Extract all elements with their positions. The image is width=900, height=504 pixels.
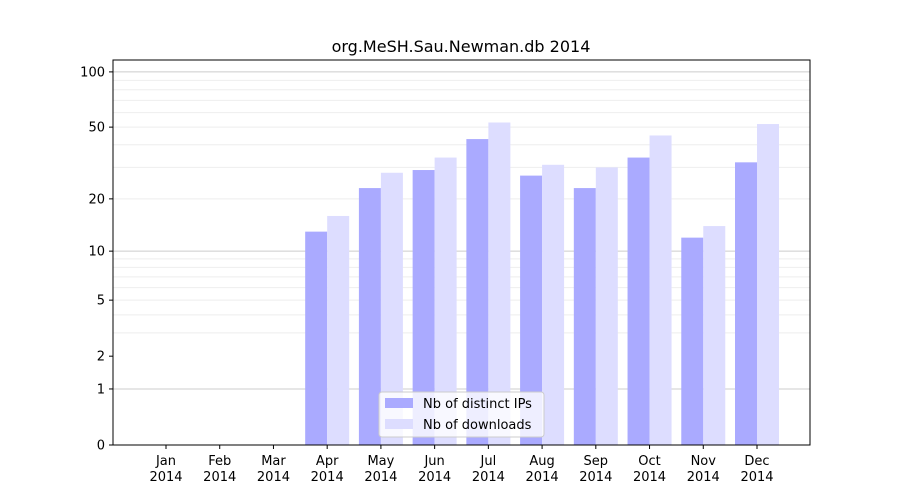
bar-downloads	[542, 164, 565, 445]
x-tick-label: 2014	[633, 470, 666, 485]
bar-distinct-ips	[466, 139, 489, 446]
x-tick-label: May	[367, 454, 394, 469]
legend-swatch	[385, 398, 413, 408]
x-tick-label: Mar	[261, 454, 286, 469]
bars	[305, 122, 779, 446]
y-tick-label: 20	[88, 192, 105, 207]
bar-distinct-ips	[358, 188, 381, 445]
legend: Nb of distinct IPs Nb of downloads	[378, 391, 545, 438]
bar-downloads	[703, 226, 726, 445]
grid	[113, 71, 810, 390]
bar-distinct-ips	[305, 231, 328, 445]
x-tick-label: Jan	[155, 454, 176, 469]
bar-distinct-ips	[735, 162, 757, 445]
bar-downloads	[327, 215, 350, 445]
legend-label: Nb of downloads	[423, 418, 532, 433]
x-tick-label: Oct	[638, 454, 660, 469]
y-tick-label: 1	[97, 382, 105, 397]
plot-frame	[112, 59, 811, 446]
x-tick-label: Aug	[529, 454, 554, 469]
bar-distinct-ips	[520, 175, 543, 445]
bar-distinct-ips	[573, 188, 596, 445]
y-tick-label: 2	[97, 350, 105, 365]
x-tick-label: 2014	[364, 470, 397, 485]
y-axis: 0 1 2 5 10 20 50 100	[80, 65, 113, 454]
bar-distinct-ips	[412, 170, 435, 445]
x-tick-label: 2014	[579, 470, 612, 485]
bar-downloads	[434, 157, 457, 446]
x-axis: Jan2014Feb2014Mar2014Apr2014May2014Jun20…	[149, 445, 774, 485]
x-tick-label: Feb	[208, 454, 231, 469]
bar-distinct-ips	[627, 157, 650, 446]
x-tick-label: Jul	[480, 454, 497, 469]
x-tick-label: 2014	[203, 470, 236, 485]
bar-downloads	[757, 124, 779, 445]
x-tick-label: Nov	[691, 454, 717, 469]
legend-label: Nb of distinct IPs	[423, 397, 532, 412]
x-tick-label: Dec	[744, 454, 769, 469]
x-tick-label: 2014	[472, 470, 505, 485]
y-tick-label: 0	[97, 439, 105, 454]
x-tick-label: 2014	[687, 470, 720, 485]
bar-downloads	[649, 135, 672, 445]
x-tick-label: 2014	[740, 470, 773, 485]
x-tick-label: Apr	[316, 454, 339, 469]
y-tick-label: 50	[88, 121, 105, 136]
x-tick-label: 2014	[257, 470, 290, 485]
y-tick-label: 100	[80, 65, 105, 80]
y-tick-label: 5	[97, 294, 105, 309]
bar-distinct-ips	[681, 237, 704, 445]
bar-downloads	[595, 167, 618, 446]
chart-title: org.MeSH.Sau.Newman.db 2014	[332, 37, 591, 56]
x-tick-label: 2014	[311, 470, 344, 485]
y-tick-label: 10	[88, 245, 105, 260]
legend-box	[378, 391, 545, 438]
x-tick-label: Sep	[584, 454, 609, 469]
x-tick-label: 2014	[418, 470, 451, 485]
legend-swatch	[385, 419, 413, 429]
x-tick-label: Jun	[423, 454, 444, 469]
x-tick-label: 2014	[526, 470, 559, 485]
bar-downloads	[380, 172, 403, 445]
x-tick-label: 2014	[149, 470, 182, 485]
bar-downloads	[488, 122, 511, 446]
